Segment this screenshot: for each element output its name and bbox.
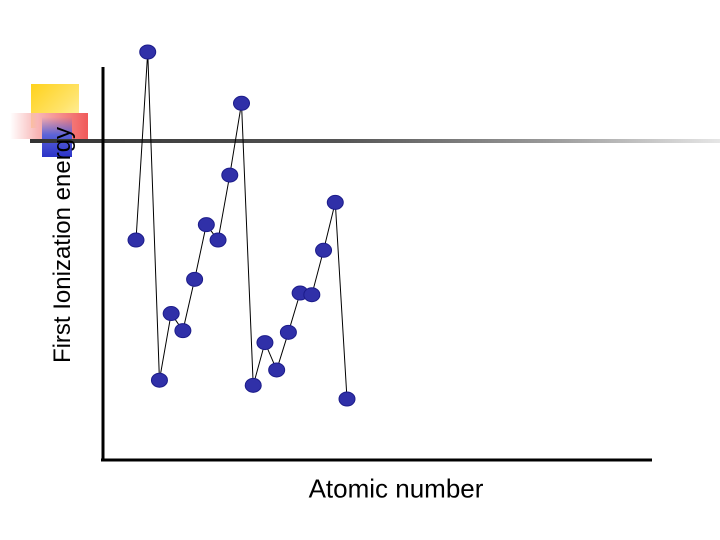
- data-point-18: [326, 194, 344, 210]
- decorative-blue-square: [42, 117, 72, 157]
- x-axis-label: Atomic number: [308, 473, 484, 504]
- data-point-9: [221, 167, 239, 183]
- data-point-13: [268, 362, 286, 378]
- data-point-1: [127, 232, 145, 248]
- data-point-14: [279, 324, 297, 340]
- decorative-title-rule: [30, 139, 720, 143]
- data-point-4: [162, 306, 180, 322]
- data-point-17: [315, 242, 333, 258]
- data-point-6: [186, 271, 204, 287]
- data-point-16: [303, 287, 321, 303]
- data-point-10: [233, 95, 250, 111]
- data-point-5: [174, 323, 192, 339]
- data-point-2: [139, 44, 157, 60]
- data-point-8: [209, 232, 227, 248]
- data-point-3: [150, 372, 168, 388]
- data-point-7: [197, 217, 215, 233]
- data-point-12: [256, 335, 274, 351]
- data-point-11: [244, 377, 262, 393]
- y-axis-label: First Ionization energy: [49, 126, 76, 364]
- data-point-19: [338, 391, 356, 407]
- series-layer: [127, 44, 356, 407]
